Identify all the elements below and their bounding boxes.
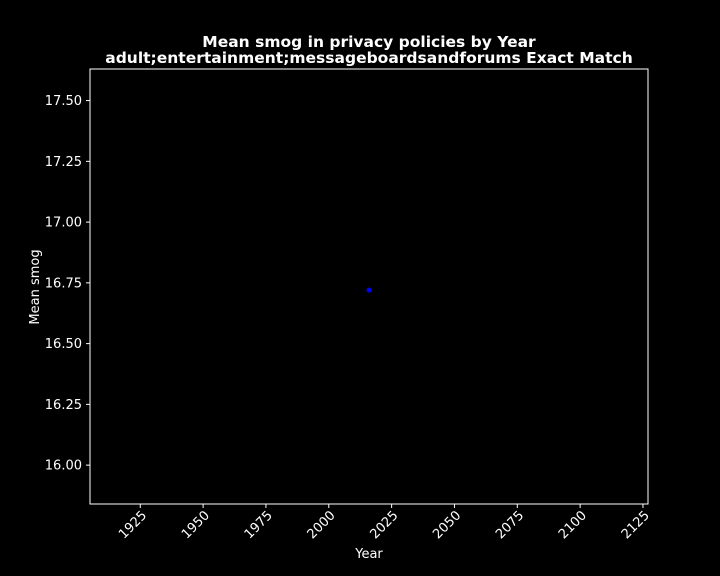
chart-title-line-1: Mean smog in privacy policies by Year <box>202 33 536 51</box>
x-tick-label: 2125 <box>619 508 653 542</box>
y-tick-label: 17.00 <box>45 216 82 231</box>
x-axis: 1925 1950 1975 2000 2025 2050 2075 2100 2125 <box>116 504 653 542</box>
x-tick-label: 2000 <box>305 508 339 542</box>
y-tick-label: 16.75 <box>45 276 82 291</box>
y-tick-label: 17.25 <box>45 155 82 170</box>
x-tick-label: 1950 <box>179 508 213 542</box>
y-tick-label: 16.25 <box>45 398 82 413</box>
x-tick-label: 2100 <box>556 508 590 542</box>
x-tick-label: 2050 <box>430 508 464 542</box>
x-tick-label: 1925 <box>116 508 150 542</box>
data-point <box>366 287 372 293</box>
data-points <box>366 287 372 293</box>
y-tick-label: 16.00 <box>45 459 82 474</box>
plot-area <box>89 68 649 505</box>
chart-title-line-2: adult;entertainment;messageboardsandforu… <box>105 49 632 67</box>
x-tick-label: 2025 <box>367 508 401 542</box>
y-tick-label: 16.50 <box>45 337 82 352</box>
x-axis-label: Year <box>354 547 383 562</box>
y-axis: 16.00 16.25 16.50 16.75 17.00 17.25 17.50 <box>45 94 90 474</box>
x-tick-label: 1975 <box>242 508 276 542</box>
y-tick-label: 17.50 <box>45 94 82 109</box>
x-tick-label: 2075 <box>493 508 527 542</box>
y-axis-label: Mean smog <box>28 249 43 324</box>
